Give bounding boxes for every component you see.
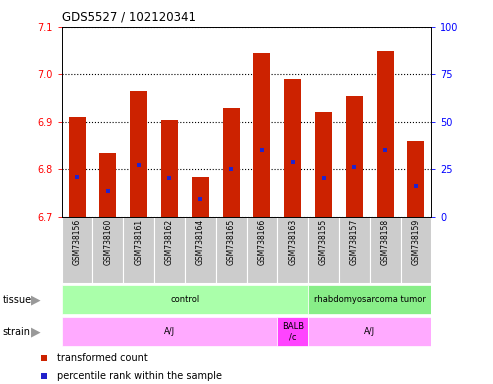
Text: GSM738157: GSM738157 — [350, 219, 359, 265]
Text: strain: strain — [2, 326, 31, 337]
Bar — [277, 217, 308, 283]
Bar — [223, 108, 240, 217]
Text: GSM738160: GSM738160 — [104, 219, 112, 265]
Text: GDS5527 / 102120341: GDS5527 / 102120341 — [62, 11, 196, 24]
Text: GSM738161: GSM738161 — [134, 219, 143, 265]
Bar — [370, 217, 400, 283]
Text: ▶: ▶ — [31, 293, 41, 306]
Bar — [123, 217, 154, 283]
Text: A/J: A/J — [164, 327, 175, 336]
Bar — [62, 285, 308, 314]
Bar — [161, 119, 178, 217]
Text: GSM738156: GSM738156 — [72, 219, 81, 265]
Bar — [185, 217, 216, 283]
Text: BALB
/c: BALB /c — [282, 322, 304, 341]
Text: GSM738159: GSM738159 — [412, 219, 421, 265]
Bar — [339, 217, 370, 283]
Bar — [346, 96, 363, 217]
Bar — [400, 217, 431, 283]
Text: GSM738164: GSM738164 — [196, 219, 205, 265]
Bar — [253, 53, 270, 217]
Bar — [308, 317, 431, 346]
Text: GSM738166: GSM738166 — [257, 219, 266, 265]
Bar — [308, 217, 339, 283]
Bar — [192, 177, 209, 217]
Text: ▶: ▶ — [31, 325, 41, 338]
Text: GSM738155: GSM738155 — [319, 219, 328, 265]
Bar — [246, 217, 277, 283]
Bar — [93, 217, 123, 283]
Text: GSM738165: GSM738165 — [227, 219, 236, 265]
Bar — [62, 217, 93, 283]
Text: tissue: tissue — [2, 295, 32, 305]
Text: percentile rank within the sample: percentile rank within the sample — [57, 371, 222, 381]
Bar — [284, 79, 301, 217]
Text: GSM738163: GSM738163 — [288, 219, 297, 265]
Bar — [69, 117, 85, 217]
Bar — [62, 317, 277, 346]
Bar — [130, 91, 147, 217]
Bar — [377, 51, 393, 217]
Text: GSM738158: GSM738158 — [381, 219, 389, 265]
Bar — [277, 317, 308, 346]
Text: A/J: A/J — [364, 327, 375, 336]
Text: GSM738162: GSM738162 — [165, 219, 174, 265]
Bar — [315, 113, 332, 217]
Text: control: control — [170, 295, 200, 304]
Bar — [100, 153, 116, 217]
Text: rhabdomyosarcoma tumor: rhabdomyosarcoma tumor — [314, 295, 425, 304]
Bar — [216, 217, 246, 283]
Text: transformed count: transformed count — [57, 353, 147, 363]
Bar — [308, 285, 431, 314]
Bar — [408, 141, 424, 217]
Bar — [154, 217, 185, 283]
